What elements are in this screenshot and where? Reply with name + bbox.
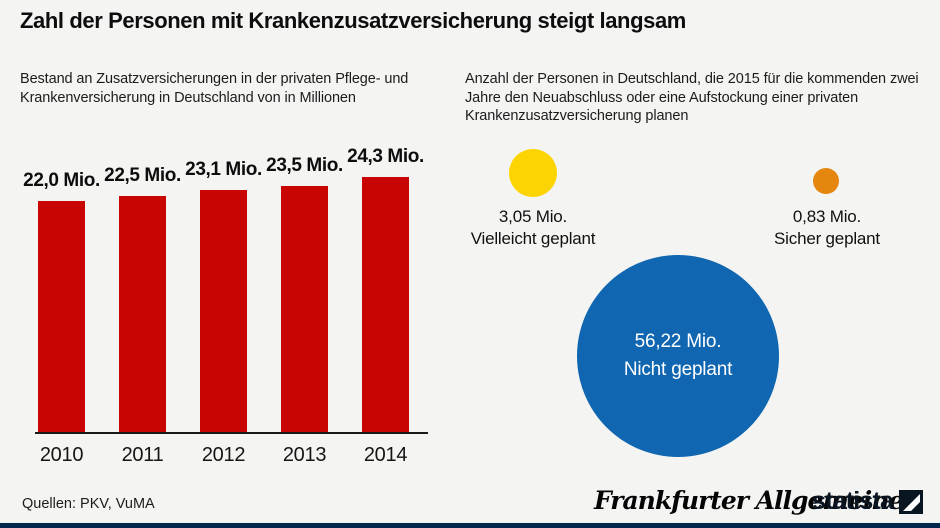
bubble-nicht-geplant: 56,22 Mio. Nicht geplant — [577, 255, 779, 457]
bubble-value: 3,05 Mio. — [498, 207, 568, 226]
statista-wordmark: statista — [812, 487, 894, 515]
axis-tick-year: 2012 — [201, 444, 246, 466]
statista-logo: statista — [812, 487, 924, 516]
bubble-category: Vielleicht geplant — [470, 229, 596, 249]
bubble-category: Sicher geplant — [774, 229, 880, 249]
bubble-chart-subtitle: Anzahl der Personen in Deutschland, die … — [465, 71, 919, 125]
page-title: Zahl der Personen mit Krankenzusatzversi… — [20, 8, 686, 33]
axis-tick-year: 2014 — [363, 444, 408, 466]
bar-chart-subtitle: Bestand an Zusatzversicherungen in der p… — [20, 71, 409, 106]
bar-col: 22,5 Mio. 2011 — [104, 145, 181, 466]
bar-col: 23,1 Mio. 2012 — [185, 145, 262, 466]
bar-value-label: 24,3 Mio. — [347, 146, 424, 167]
statista-square-icon — [899, 489, 924, 514]
bar-col: 22,0 Mio. 2010 — [23, 145, 100, 466]
bar-value-label: 23,1 Mio. — [185, 159, 262, 180]
bubble-category: Nicht geplant — [623, 359, 733, 380]
bar-2012 — [200, 190, 247, 433]
bar-value-label: 22,0 Mio. — [23, 170, 100, 191]
x-axis-line — [35, 432, 428, 434]
bar-col: 24,3 Mio. 2014 — [347, 145, 424, 466]
bar-col: 23,5 Mio. 2013 — [266, 145, 343, 466]
bubble-value: 56,22 Mio. — [634, 331, 722, 353]
bar-2014 — [362, 177, 409, 433]
bubble-label-vielleicht: 3,05 Mio. Vielleicht geplant — [423, 206, 643, 251]
axis-tick-year: 2013 — [282, 444, 327, 466]
bar-2011 — [119, 196, 166, 433]
bubble-label-nicht: 56,22 Mio. Nicht geplant — [623, 328, 733, 383]
frankfurter-allgemeine-logo: Frankfurter Allgemeine — [594, 486, 904, 515]
bar-2010 — [38, 201, 85, 433]
sources-note: Quellen: PKV, VuMA — [22, 496, 155, 512]
footer-accent-bar — [0, 523, 940, 528]
bar-value-label: 22,5 Mio. — [104, 165, 181, 186]
bubble-label-sicher: 0,83 Mio. Sicher geplant — [717, 206, 937, 251]
bubble-value: 0,83 Mio. — [792, 207, 862, 226]
axis-tick-year: 2011 — [121, 444, 164, 466]
bubble-vielleicht-geplant — [509, 149, 557, 197]
bar-value-label: 23,5 Mio. — [266, 155, 343, 176]
bubble-sicher-geplant — [813, 168, 839, 194]
axis-tick-year: 2010 — [39, 444, 84, 466]
bar-2013 — [281, 186, 328, 433]
